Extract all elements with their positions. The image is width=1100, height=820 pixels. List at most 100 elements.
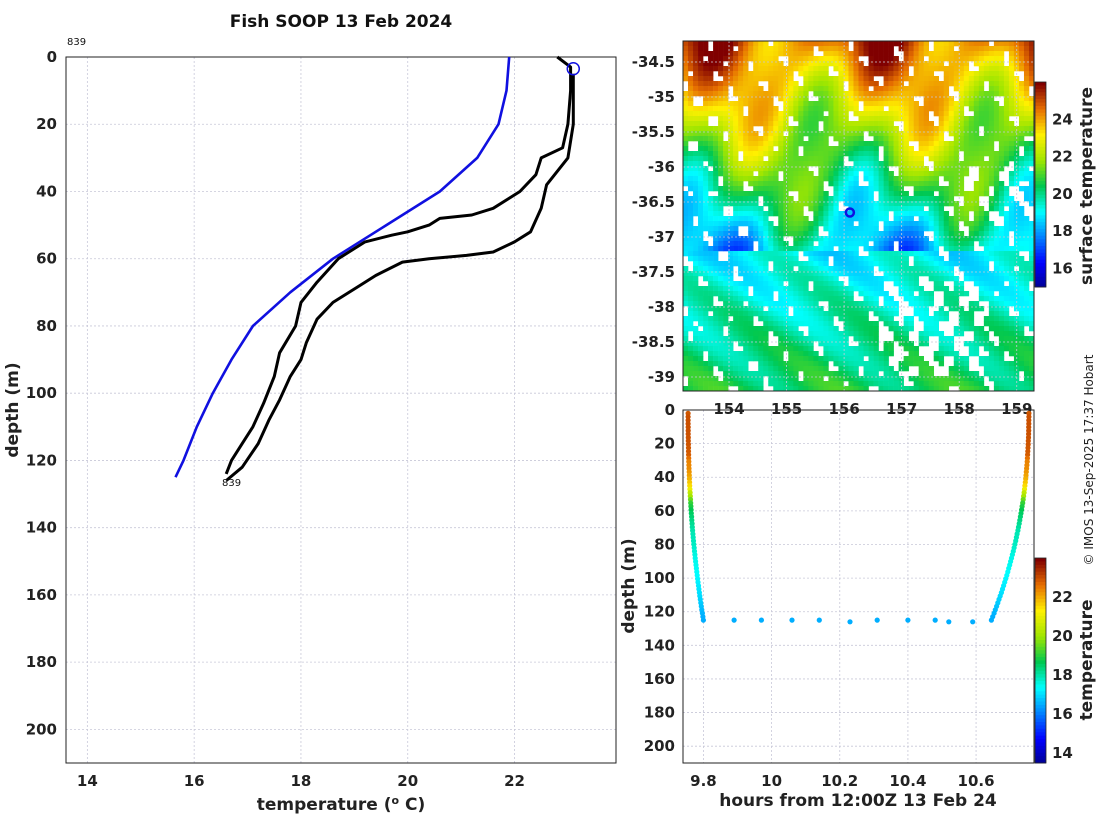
sst-cell [833, 216, 839, 222]
colorbar-swatch [1035, 126, 1046, 131]
sst-cell [758, 386, 764, 391]
sst-cell [773, 301, 779, 307]
sst-cell [768, 111, 774, 117]
sst-cell [928, 71, 935, 77]
sst-cell [968, 251, 975, 257]
sst-cell [918, 56, 924, 62]
sst-cell [713, 161, 719, 167]
sst-cell [758, 251, 764, 257]
sst-cell [998, 146, 1005, 152]
sst-cell [813, 91, 819, 97]
sst-cell [748, 356, 754, 362]
profile-y-label: depth (m) [3, 362, 23, 457]
sst-cell [1018, 216, 1025, 222]
sst-cell [768, 131, 774, 137]
sst-cell [813, 126, 819, 132]
sst-cell [778, 376, 784, 382]
sst-cell [748, 86, 754, 92]
sst-cell [963, 201, 970, 207]
sst-cell [708, 286, 714, 292]
colorbar-swatch [1035, 732, 1046, 737]
sst-cell [908, 361, 914, 367]
sst-cell [773, 306, 779, 312]
sst-cell [1003, 71, 1010, 77]
sst-cell [708, 131, 714, 137]
sst-cell [808, 136, 814, 142]
sst-cell [843, 186, 849, 192]
sst-cell [863, 146, 869, 152]
sst-cell [958, 241, 965, 247]
sst-cell [893, 151, 899, 157]
sst-cell [863, 256, 869, 262]
sst-cell [1018, 86, 1025, 92]
sst-cell [838, 171, 844, 177]
sst-cell [898, 86, 904, 92]
sst-cell [723, 356, 729, 362]
sst-cell [688, 121, 694, 127]
colorbar-swatch [1035, 153, 1046, 158]
sst-cell [703, 361, 709, 367]
sst-cell [753, 231, 759, 237]
sst-cell [908, 86, 914, 92]
sst-cell [918, 61, 924, 67]
sst-cell [878, 176, 884, 182]
sst-cell [703, 86, 709, 92]
sst-cell [893, 136, 899, 142]
sst-cell [763, 176, 769, 182]
sst-cell [843, 246, 849, 252]
sst-cell [938, 381, 945, 387]
sst-cell [933, 281, 940, 287]
sst-cell [793, 261, 799, 267]
sst-cell [708, 306, 714, 312]
sst-cell [1028, 61, 1034, 67]
sst-cell [868, 41, 874, 47]
sst-cell [798, 116, 804, 122]
sst-cell [918, 256, 924, 262]
sst-cell [748, 276, 754, 282]
sst-cell [748, 121, 754, 127]
sst-cell [823, 86, 829, 92]
sst-cell [708, 186, 714, 192]
sst-cell [778, 216, 784, 222]
sst-cell [988, 236, 995, 242]
sst-cell [703, 371, 709, 377]
sst-cell [858, 121, 864, 127]
sst-cell [798, 196, 804, 202]
sst-cell [833, 381, 839, 387]
sst-cell [873, 236, 879, 242]
sst-cell [773, 111, 779, 117]
sst-cell [878, 51, 884, 57]
sst-cell [958, 381, 965, 387]
sst-cell [858, 201, 864, 207]
sst-cell [853, 311, 859, 317]
sst-cell [878, 136, 884, 142]
sst-cell [713, 241, 719, 247]
sst-cell [823, 256, 829, 262]
sst-cell [693, 51, 699, 57]
colorbar-swatch [1035, 643, 1046, 648]
sst-cell [868, 171, 874, 177]
sst-cell [708, 91, 714, 97]
sst-cell [873, 381, 879, 387]
sst-cell [753, 46, 759, 52]
sst-cell [918, 46, 924, 52]
sst-cell [963, 376, 970, 382]
sst-cell [928, 196, 935, 202]
sst-cell [693, 331, 699, 337]
sst-cell [918, 296, 924, 302]
sst-cell [853, 156, 859, 162]
sst-cell [908, 351, 914, 357]
sst-cell [898, 241, 904, 247]
sst-cell [873, 91, 879, 97]
sst-cell [768, 116, 774, 122]
sst-cell [928, 91, 935, 97]
sst-cell [793, 206, 799, 212]
sst-cell [848, 366, 854, 372]
sst-cell [898, 46, 904, 52]
sst-cell [948, 166, 955, 172]
sst-cell [783, 206, 789, 212]
sst-cell [758, 151, 764, 157]
sst-cell [943, 151, 950, 157]
sst-cell [768, 351, 774, 357]
sst-cell [713, 316, 719, 322]
